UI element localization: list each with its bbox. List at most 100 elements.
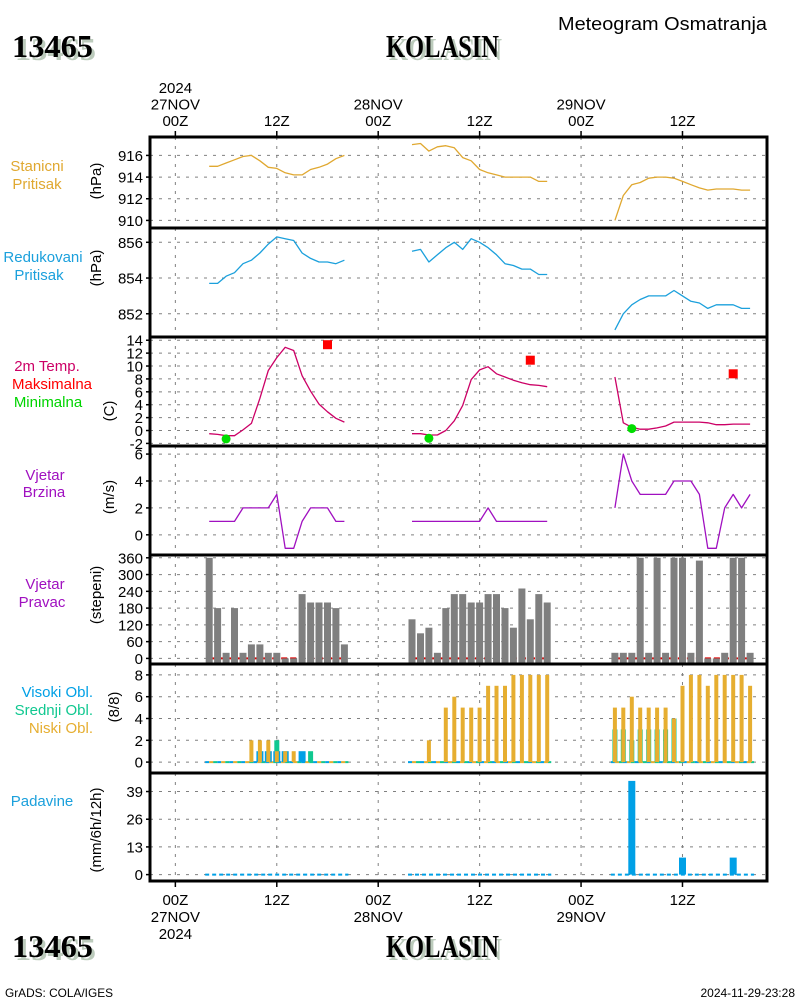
temperature_2m-line bbox=[412, 366, 548, 436]
reduced_pressure-line bbox=[411, 238, 548, 276]
wind_direction-bar bbox=[501, 608, 509, 664]
x-tick-label-top: 2024 bbox=[159, 80, 192, 97]
station-id-shadow: 13465 bbox=[15, 31, 96, 67]
wind_direction-bar bbox=[645, 652, 653, 664]
wind_direction-bar bbox=[670, 557, 678, 664]
x-tick-label-top: 12Z bbox=[264, 113, 290, 130]
x-tick-label-bottom: 12Z bbox=[670, 892, 696, 909]
y-tick-label: 60 bbox=[126, 634, 143, 651]
wind_direction-bar bbox=[619, 652, 627, 664]
reduced_pressure-line bbox=[209, 236, 345, 285]
x-tick-label-bottom: 12Z bbox=[467, 892, 493, 909]
y-axis-label-temperature: (C) bbox=[101, 401, 118, 422]
y-axis-label-reduced-pressure: (hPa) bbox=[88, 250, 105, 287]
y-tick-label: 0 bbox=[135, 755, 143, 772]
low_cloud-bar bbox=[291, 751, 296, 763]
temperature_max-marker bbox=[525, 355, 535, 365]
y-axis-label-clouds: (8/8) bbox=[106, 692, 123, 723]
panel-title-station-pressure-line1: Stanicni bbox=[10, 158, 63, 175]
y-tick-label: 2 bbox=[135, 733, 143, 750]
low_cloud-bar bbox=[748, 685, 753, 763]
panel-title-wind-speed-line2: Brzina bbox=[23, 484, 66, 501]
temperature_max-marker bbox=[728, 369, 738, 379]
y-tick-label: 856 bbox=[118, 235, 143, 252]
legend-high-cloud: Visoki Obl. bbox=[22, 684, 93, 701]
y-tick-label: 6 bbox=[135, 689, 143, 706]
y-tick-label: 4 bbox=[135, 711, 143, 728]
low_cloud-bar bbox=[266, 740, 271, 763]
wind_direction-bar bbox=[721, 652, 729, 664]
temperature_max-marker bbox=[323, 340, 332, 350]
wind_direction-bar bbox=[535, 594, 543, 664]
footer-station-name-shadow: KOLASIN bbox=[389, 931, 502, 967]
y-tick-label: 910 bbox=[118, 213, 143, 230]
low_cloud-bar bbox=[249, 740, 254, 763]
panel-titles: Stanicni Pritisak (hPa) Redukovani Priti… bbox=[3, 158, 123, 873]
wind_direction-bar bbox=[214, 608, 222, 664]
wind_direction-bar bbox=[459, 594, 467, 664]
low_cloud-bar bbox=[503, 685, 507, 763]
panel-title-station-pressure-line2: Pritisak bbox=[12, 176, 62, 193]
wind_direction-bar bbox=[256, 644, 264, 664]
wind_direction-bar bbox=[484, 594, 492, 664]
x-tick-label-top: 00Z bbox=[568, 113, 594, 130]
low_cloud-bar bbox=[283, 751, 288, 763]
y-tick-label: 852 bbox=[118, 306, 143, 323]
y-tick-label: 916 bbox=[118, 148, 143, 165]
precipitation-bar bbox=[729, 857, 737, 875]
y-tick-label: 26 bbox=[126, 812, 143, 829]
wind_direction-bar bbox=[324, 602, 331, 664]
low_cloud-bar bbox=[663, 707, 668, 763]
station_pressure-line bbox=[209, 154, 345, 176]
station-name-shadow: KOLASIN bbox=[389, 31, 502, 67]
x-tick-label-bottom: 00Z bbox=[568, 892, 594, 909]
x-tick-label-bottom: 12Z bbox=[264, 892, 290, 909]
low_cloud-bar bbox=[460, 707, 465, 763]
low_cloud-bar bbox=[714, 674, 719, 763]
x-tick-label-bottom: 00Z bbox=[365, 892, 391, 909]
high_cloud-bar bbox=[298, 751, 306, 763]
panel-title-reduced-pressure-line1: Redukovani bbox=[3, 249, 82, 266]
y-tick-label: 0 bbox=[135, 867, 143, 884]
wind_direction-bar bbox=[687, 652, 695, 664]
wind_direction-bar bbox=[450, 594, 458, 664]
wind_direction-bar bbox=[662, 652, 670, 664]
y-tick-label: 0 bbox=[135, 651, 143, 668]
low_cloud-bar bbox=[722, 674, 727, 763]
low_cloud-bar bbox=[697, 674, 702, 763]
wind_direction-bar bbox=[636, 557, 644, 664]
header: 13465 13465 KOLASIN KOLASIN Meteogram Os… bbox=[12, 14, 768, 67]
wind_direction-bar bbox=[247, 644, 255, 664]
panel-title-wind-direction-line2: Pravac bbox=[19, 594, 66, 611]
wind_direction-bar bbox=[231, 608, 238, 664]
x-tick-label-bottom: 00Z bbox=[162, 892, 188, 909]
y-tick-label: 0 bbox=[135, 527, 143, 544]
wind_direction-bar bbox=[476, 602, 484, 664]
y-tick-label: 4 bbox=[135, 397, 143, 414]
temperature_2m-line bbox=[209, 346, 345, 437]
low_cloud-bar bbox=[426, 740, 431, 763]
wind_direction-bar bbox=[442, 608, 450, 664]
panel-title-precipitation: Padavine bbox=[11, 793, 74, 810]
legend-max-temperature: Maksimalna bbox=[12, 376, 93, 393]
low_cloud-bar bbox=[528, 674, 533, 763]
station_pressure-line bbox=[411, 142, 548, 183]
wind_direction-bar bbox=[281, 658, 289, 664]
low_cloud-bar bbox=[646, 707, 651, 763]
wind_direction-bar bbox=[679, 557, 686, 664]
y-tick-label: 10 bbox=[126, 359, 143, 376]
wind_direction-bar bbox=[704, 658, 712, 664]
reduced_pressure-line bbox=[614, 289, 751, 331]
y-axis-label-wind-speed: (m/s) bbox=[101, 480, 118, 514]
grid-layer bbox=[150, 137, 767, 881]
y-tick-label: 2 bbox=[135, 500, 143, 517]
y-tick-label: 14 bbox=[126, 333, 143, 350]
low_cloud-bar bbox=[274, 751, 279, 763]
panel-title-wind-speed-line1: Vjetar bbox=[25, 467, 64, 484]
x-tick-label-top: 00Z bbox=[162, 113, 188, 130]
temperature_2m-line bbox=[614, 376, 751, 430]
legend-min-temperature: Minimalna bbox=[14, 394, 83, 411]
footer: 13465 13465 KOLASIN KOLASIN GrADS: COLA/… bbox=[5, 928, 795, 1000]
footer-station-id: 13465 bbox=[12, 928, 93, 964]
